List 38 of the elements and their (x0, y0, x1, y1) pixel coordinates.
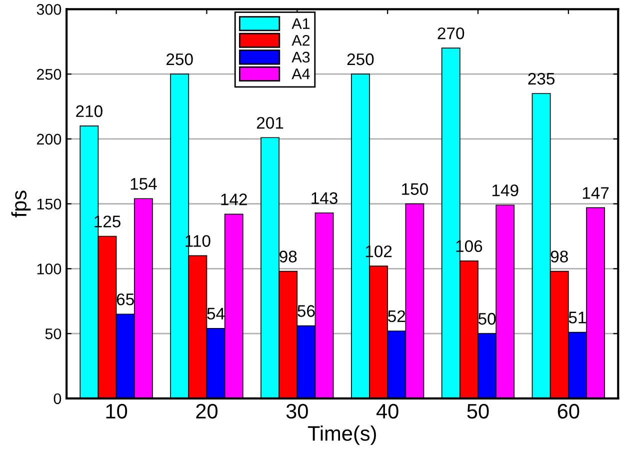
legend-label: A4 (292, 68, 310, 80)
data-label: 52 (388, 310, 406, 322)
data-label: 150 (402, 183, 428, 195)
data-label: 98 (550, 250, 568, 262)
data-label: 210 (76, 105, 102, 118)
data-label: 65 (116, 293, 134, 306)
y-tick-label: 300 (36, 4, 62, 15)
data-label: 149 (492, 184, 518, 196)
x-tick-label: 20 (196, 404, 218, 419)
data-label: 143 (312, 192, 338, 204)
data-label: 201 (256, 116, 284, 129)
data-label: 98 (280, 250, 297, 262)
x-tick-label: 60 (558, 404, 580, 419)
data-label: 147 (582, 187, 609, 199)
data-label: 270 (438, 27, 464, 40)
legend-label: A1 (292, 18, 310, 29)
x-axis-title: Time(s) (308, 426, 376, 445)
y-tick-label: 200 (36, 134, 62, 145)
data-label: 54 (207, 308, 225, 320)
x-tick-label: 50 (467, 404, 489, 419)
data-label: 142 (221, 194, 247, 206)
y-tick-label: 250 (36, 68, 62, 80)
legend-label: A2 (292, 34, 310, 46)
data-label: 154 (130, 178, 157, 190)
data-label: 51 (568, 312, 586, 324)
x-tick-label: 40 (376, 404, 398, 419)
y-tick-label: 100 (37, 264, 62, 274)
data-label: 250 (347, 53, 374, 66)
x-tick-label: 30 (286, 404, 308, 419)
y-tick-label: 150 (37, 198, 62, 210)
y-tick-label: 50 (45, 328, 62, 340)
data-label: 235 (528, 72, 554, 85)
y-tick-label: 0 (54, 393, 62, 404)
x-tick-label: 10 (106, 404, 128, 419)
legend-label: A3 (292, 52, 310, 63)
data-label: 250 (166, 53, 193, 66)
y-axis-title: fps (11, 190, 31, 218)
data-label: 56 (298, 305, 315, 317)
